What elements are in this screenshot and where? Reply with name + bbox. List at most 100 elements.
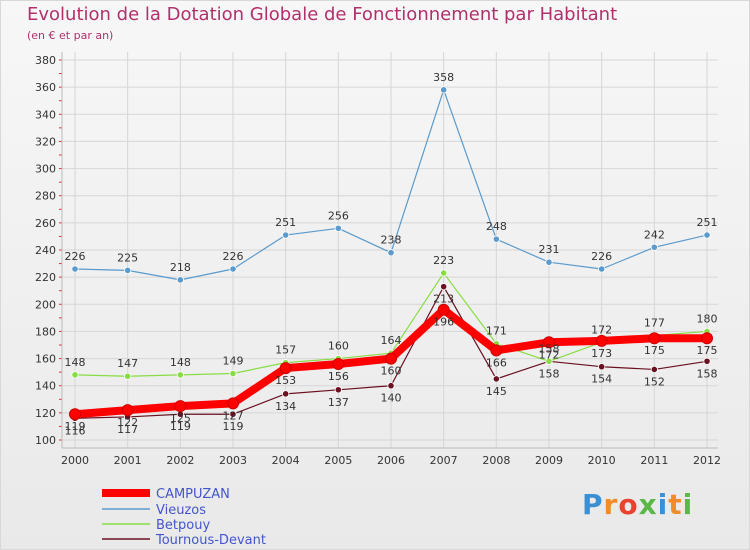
data-point — [492, 375, 500, 383]
data-label: 251 — [697, 216, 718, 229]
data-point — [490, 344, 503, 357]
data-point — [229, 265, 237, 273]
data-label: 158 — [697, 367, 718, 380]
data-point — [703, 231, 711, 239]
data-point — [440, 269, 448, 277]
data-label: 196 — [433, 316, 454, 329]
data-label: 172 — [539, 348, 560, 361]
data-label: 226 — [223, 250, 244, 263]
data-point — [595, 334, 608, 347]
data-point — [229, 410, 237, 418]
data-point — [176, 276, 184, 284]
y-tick-label: 120 — [35, 407, 56, 420]
data-point — [598, 265, 606, 273]
data-label: 152 — [644, 375, 665, 388]
data-point — [387, 249, 395, 257]
data-label: 177 — [644, 317, 665, 330]
data-point — [701, 332, 713, 345]
data-label: 226 — [65, 250, 86, 263]
data-label: 145 — [486, 385, 507, 398]
data-label: 154 — [591, 373, 612, 386]
data-point — [437, 303, 450, 316]
data-point — [543, 336, 555, 349]
data-label: 153 — [275, 374, 296, 387]
x-tick-label: 2000 — [61, 454, 89, 467]
chart-subtitle: (en € et par an) — [27, 29, 114, 42]
data-point — [71, 371, 79, 379]
data-label: 125 — [170, 412, 191, 425]
data-label: 238 — [381, 234, 402, 247]
data-point — [71, 265, 79, 273]
data-point — [545, 357, 553, 365]
x-tick-label: 2004 — [272, 454, 300, 467]
y-tick-label: 160 — [35, 353, 56, 366]
legend-label-campuzan: CAMPUZAN — [156, 487, 230, 502]
x-tick-label: 2003 — [219, 454, 247, 467]
data-label: 242 — [644, 228, 665, 241]
data-label: 117 — [117, 423, 138, 436]
data-point — [229, 369, 237, 378]
data-label: 248 — [486, 220, 507, 233]
data-point — [282, 231, 290, 239]
data-label: 127 — [223, 409, 244, 422]
data-label: 148 — [170, 356, 191, 369]
y-tick-label: 260 — [35, 217, 56, 230]
data-point — [492, 235, 500, 243]
logo-letter: i — [657, 488, 669, 521]
series-group — [69, 86, 713, 422]
data-point — [69, 408, 81, 421]
data-point — [279, 362, 292, 375]
data-label: 119 — [170, 420, 191, 433]
data-label: 122 — [117, 416, 138, 429]
proxiti-logo: Proxiti — [582, 488, 693, 521]
data-label: 160 — [381, 365, 402, 378]
y-tick-label: 140 — [35, 380, 56, 393]
data-label: 157 — [275, 344, 296, 357]
data-label: 251 — [275, 216, 296, 229]
legend-label-tournous-devant: Tournous-Devant — [155, 533, 266, 548]
data-label: 225 — [117, 251, 138, 264]
x-tick-label: 2012 — [693, 454, 721, 467]
data-point — [703, 357, 711, 365]
x-tick-label: 2001 — [114, 454, 142, 467]
data-labels: 226 225 218 226 251 256 238 358 248 231 226 242 251 1… — [65, 71, 718, 437]
data-label: 213 — [433, 293, 454, 306]
data-point — [174, 400, 187, 413]
data-point — [545, 258, 553, 266]
legend-label-vieuzos: Vieuzos — [156, 503, 206, 518]
y-tick-label: 100 — [35, 434, 56, 447]
data-label: 166 — [486, 356, 507, 369]
data-label: 223 — [433, 254, 454, 267]
x-tick-label: 2010 — [588, 454, 616, 467]
logo-letter: t — [668, 488, 683, 521]
data-label: 171 — [486, 325, 507, 338]
y-tick-label: 220 — [35, 271, 56, 284]
data-label: 140 — [381, 392, 402, 405]
y-tick-label: 360 — [35, 81, 56, 94]
data-point — [124, 372, 132, 380]
data-point — [650, 365, 658, 374]
data-point — [650, 243, 658, 251]
data-point — [227, 397, 239, 410]
x-tick-label: 2006 — [377, 454, 405, 467]
data-label: 218 — [170, 261, 191, 274]
data-label: 172 — [591, 323, 612, 336]
y-tick-label: 340 — [35, 108, 56, 121]
data-label: 134 — [275, 400, 296, 413]
data-label: 119 — [223, 420, 244, 433]
data-label: 175 — [644, 344, 665, 357]
data-label: 119 — [65, 420, 86, 433]
data-label: 226 — [591, 250, 612, 263]
axes: 100 120 140 160 180 200 220 240 260 280 300 320 340 3… — [35, 52, 721, 467]
data-point — [440, 86, 448, 94]
x-tick-label: 2008 — [482, 454, 510, 467]
data-point — [124, 266, 132, 274]
data-label: 160 — [328, 340, 349, 353]
data-point — [387, 382, 395, 390]
data-label: 231 — [539, 243, 560, 256]
data-point — [334, 224, 342, 232]
data-point — [332, 358, 345, 370]
x-tick-label: 2002 — [166, 454, 194, 467]
legend-label-betpouy: Betpouy — [156, 518, 210, 533]
